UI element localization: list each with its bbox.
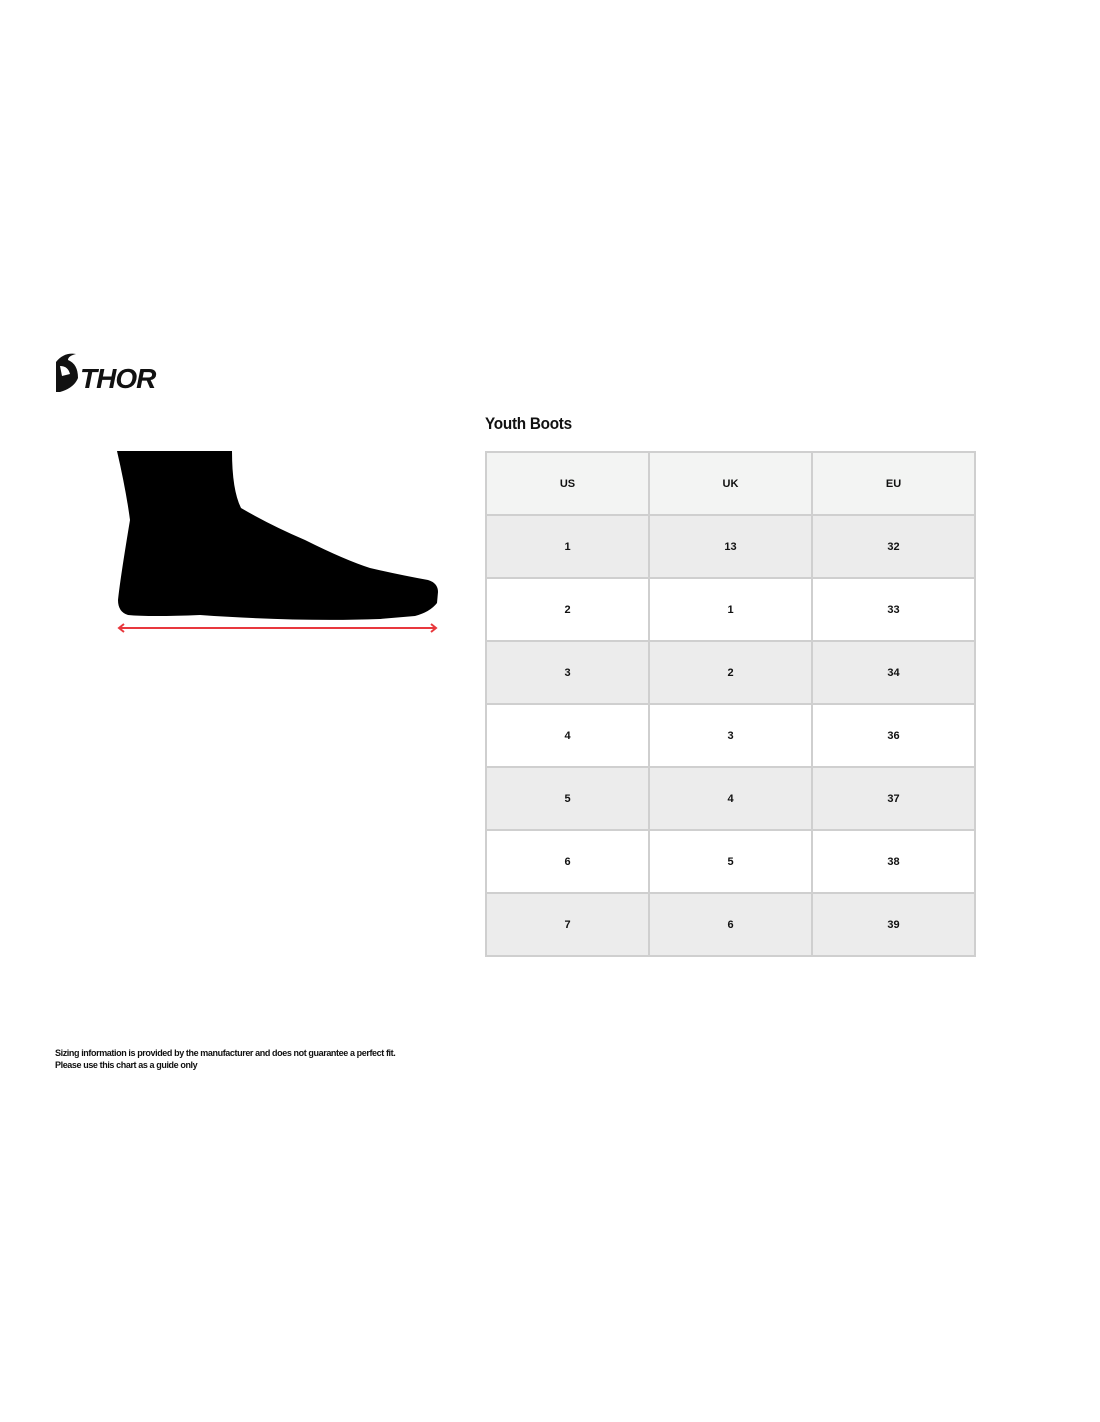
length-measure-arrow [117, 623, 438, 633]
table-cell-eu: 33 [811, 577, 976, 642]
table-cell-us: 4 [485, 703, 650, 768]
foot-silhouette [117, 451, 438, 620]
table-cell-us: 6 [485, 829, 650, 894]
foot-illustration [117, 451, 438, 633]
table-row: 4 3 36 [485, 703, 976, 768]
table-row: 7 6 39 [485, 892, 976, 957]
table-cell-uk: 6 [648, 892, 813, 957]
table-cell-us: 7 [485, 892, 650, 957]
table-cell-uk: 3 [648, 703, 813, 768]
table-cell-uk: 2 [648, 640, 813, 705]
table-row: 2 1 33 [485, 577, 976, 642]
table-cell-eu: 32 [811, 514, 976, 579]
svg-text:THOR: THOR [80, 363, 157, 394]
table-cell-eu: 34 [811, 640, 976, 705]
table-cell-eu: 39 [811, 892, 976, 957]
header-eu: EU [811, 451, 976, 516]
table-header-row: US UK EU [485, 451, 976, 516]
table-row: 1 13 32 [485, 514, 976, 579]
chart-title: Youth Boots [485, 414, 572, 433]
table-cell-us: 2 [485, 577, 650, 642]
table-row: 3 2 34 [485, 640, 976, 705]
disclaimer-line-2: Please use this chart as a guide only [55, 1059, 198, 1070]
table-row: 6 5 38 [485, 829, 976, 894]
header-us: US [485, 451, 650, 516]
table-cell-uk: 1 [648, 577, 813, 642]
table-cell-eu: 36 [811, 703, 976, 768]
table-cell-uk: 13 [648, 514, 813, 579]
header-uk: UK [648, 451, 813, 516]
table-cell-us: 5 [485, 766, 650, 831]
table-cell-eu: 38 [811, 829, 976, 894]
table-cell-us: 1 [485, 514, 650, 579]
thor-logo: THOR [56, 353, 158, 394]
table-cell-us: 3 [485, 640, 650, 705]
size-table: US UK EU 1 13 32 2 1 33 3 2 34 4 3 36 5 4 37 6 5 38 7 6 39 [485, 451, 976, 957]
table-cell-uk: 5 [648, 829, 813, 894]
table-row: 5 4 37 [485, 766, 976, 831]
disclaimer-line-1: Sizing information is provided by the ma… [55, 1048, 396, 1058]
table-cell-uk: 4 [648, 766, 813, 831]
sizing-disclaimer: Sizing information is provided by the ma… [55, 1048, 396, 1071]
table-cell-eu: 37 [811, 766, 976, 831]
